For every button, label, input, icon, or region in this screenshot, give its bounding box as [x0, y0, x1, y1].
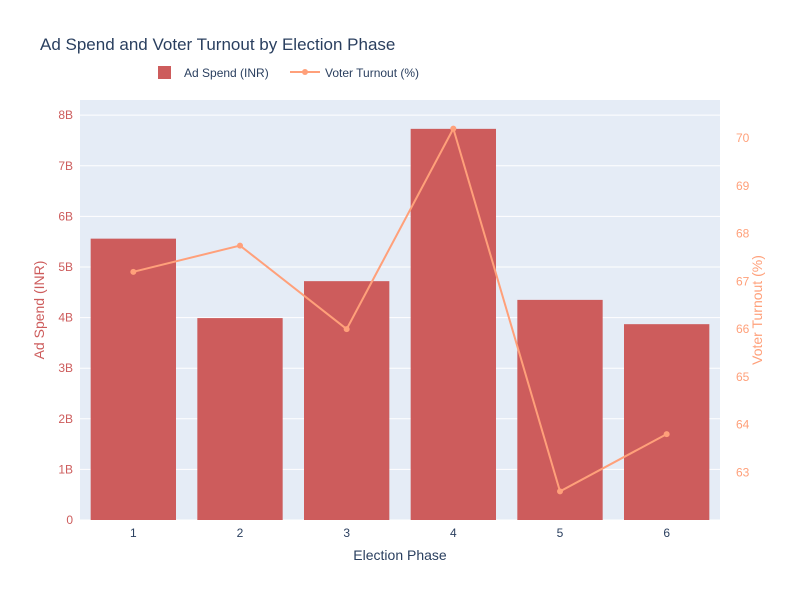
x-tick-label: 2 — [237, 526, 244, 540]
x-axis-title: Election Phase — [353, 547, 447, 563]
line-series — [130, 125, 670, 495]
left-tick-label: 2B — [58, 412, 73, 426]
bar[interactable] — [304, 281, 390, 520]
bar[interactable] — [410, 128, 496, 520]
left-tick-label: 8B — [58, 108, 73, 122]
left-tick-label: 6B — [58, 209, 73, 223]
bar[interactable] — [90, 238, 176, 520]
left-tick-label: 5B — [58, 260, 73, 274]
bar-series — [90, 128, 710, 520]
right-tick-label: 64 — [736, 418, 750, 432]
turnout-point[interactable] — [130, 268, 137, 275]
right-tick-label: 68 — [736, 227, 750, 241]
turnout-point[interactable] — [450, 125, 457, 132]
legend-swatch-turnout-marker — [302, 69, 308, 75]
left-axis-title: Ad Spend (INR) — [31, 261, 47, 360]
chart-title: Ad Spend and Voter Turnout by Election P… — [40, 35, 395, 54]
x-tick-label: 5 — [557, 526, 564, 540]
right-axis-title: Voter Turnout (%) — [749, 255, 765, 365]
left-axis-ticks: 0 1B 2B 3B 4B 5B 6B 7B 8B — [58, 108, 73, 527]
left-tick-label: 0 — [66, 513, 73, 527]
turnout-point[interactable] — [557, 488, 563, 495]
bar[interactable] — [197, 318, 283, 520]
left-tick-label: 1B — [58, 462, 73, 476]
right-tick-label: 67 — [736, 274, 750, 288]
x-tick-label: 1 — [130, 526, 137, 540]
right-tick-label: 63 — [736, 465, 750, 479]
turnout-point[interactable] — [237, 242, 243, 249]
legend-label-ad-spend[interactable]: Ad Spend (INR) — [184, 66, 269, 80]
turnout-line — [133, 126, 668, 493]
bar[interactable] — [517, 299, 603, 520]
right-tick-label: 66 — [736, 322, 750, 336]
legend-label-turnout[interactable]: Voter Turnout (%) — [325, 66, 419, 80]
right-tick-label: 70 — [736, 131, 750, 145]
right-axis-ticks: 63 64 65 66 67 68 69 70 — [736, 131, 750, 479]
left-tick-label: 3B — [58, 361, 73, 375]
legend-swatch-ad-spend — [158, 66, 171, 79]
plot-background — [80, 100, 720, 520]
left-tick-label: 4B — [58, 311, 73, 325]
turnout-point[interactable] — [343, 326, 350, 333]
legend: Ad Spend (INR) Voter Turnout (%) — [158, 66, 419, 80]
x-tick-label: 4 — [450, 526, 457, 540]
x-axis-ticks: 1 2 3 4 5 6 — [130, 526, 670, 540]
left-tick-label: 7B — [58, 159, 73, 173]
bar[interactable] — [624, 324, 710, 520]
right-tick-label: 69 — [736, 179, 750, 193]
x-tick-label: 3 — [343, 526, 350, 540]
right-tick-label: 65 — [736, 370, 750, 384]
x-tick-label: 6 — [663, 526, 670, 540]
turnout-point[interactable] — [663, 431, 670, 438]
gridlines — [80, 114, 720, 521]
